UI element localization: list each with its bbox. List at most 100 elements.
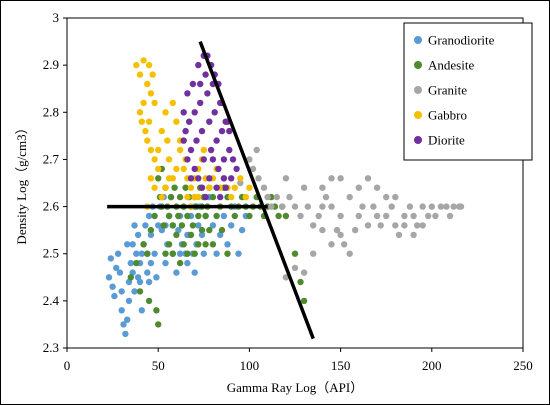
data-point-andesite-76: [206, 226, 213, 234]
data-point-diorite-31: [209, 156, 217, 163]
data-point-diorite-27: [195, 175, 202, 182]
data-point-diorite-37: [197, 80, 204, 88]
data-point-granite-69: [319, 184, 326, 191]
data-point-diorite-21: [218, 127, 226, 135]
legend-marker-granodiorite: [414, 36, 422, 44]
data-point-diorite-8: [195, 61, 202, 69]
data-point-andesite-60: [297, 278, 304, 286]
data-point-andesite-5: [145, 297, 153, 305]
data-point-andesite-56: [275, 212, 282, 220]
data-point-granite-24: [341, 241, 348, 248]
y-tick-label-3: 2.6: [43, 199, 60, 214]
data-point-granite-0: [237, 179, 244, 187]
data-point-diorite-23: [222, 184, 229, 191]
data-point-granodiorite-16: [134, 231, 142, 239]
data-point-granite-54: [310, 250, 317, 257]
data-point-andesite-67: [173, 231, 180, 239]
data-point-granite-12: [286, 193, 293, 201]
x-tick-label-0: 0: [64, 358, 71, 373]
data-point-gabbro-55: [165, 175, 173, 182]
data-point-diorite-36: [180, 137, 187, 144]
data-point-granodiorite-63: [235, 250, 242, 257]
data-point-gabbro-20: [165, 156, 173, 163]
data-point-granodiorite-0: [105, 274, 113, 281]
data-point-diorite-6: [191, 109, 198, 116]
data-point-granite-48: [450, 203, 457, 210]
data-point-granite-23: [337, 212, 344, 220]
data-point-granite-38: [406, 203, 414, 210]
y-tick-label-5: 2.8: [43, 104, 59, 119]
data-point-andesite-73: [195, 241, 202, 248]
data-point-diorite-48: [220, 175, 228, 182]
data-point-granodiorite-67: [111, 292, 118, 300]
data-point-gabbro-9: [136, 109, 144, 116]
data-point-granite-65: [410, 231, 417, 239]
legend-label-diorite: Diorite: [428, 133, 465, 148]
data-point-gabbro-58: [147, 175, 155, 182]
data-point-diorite-19: [215, 165, 222, 173]
data-point-granite-21: [328, 203, 335, 210]
data-point-granodiorite-28: [153, 274, 160, 281]
data-point-granite-2: [246, 156, 253, 163]
data-point-granodiorite-50: [195, 222, 202, 229]
y-tick-label-6: 2.9: [43, 57, 59, 72]
data-point-granodiorite-60: [224, 241, 231, 248]
x-axis-title: Gamma Ray Log（API）: [227, 380, 363, 395]
data-point-granodiorite-53: [200, 250, 207, 257]
data-point-granite-10: [279, 203, 286, 210]
data-point-andesite-6: [147, 226, 155, 234]
data-point-andesite-25: [184, 212, 191, 220]
data-point-gabbro-53: [158, 193, 165, 201]
data-point-granite-50: [457, 203, 465, 210]
data-point-granodiorite-11: [127, 259, 134, 267]
data-point-granite-67: [337, 175, 344, 182]
data-point-granodiorite-23: [144, 269, 151, 276]
data-point-granite-5: [255, 175, 262, 182]
data-point-granite-17: [310, 222, 317, 229]
y-axis-title: Density Log（g/cm3）: [14, 121, 29, 244]
data-point-granodiorite-12: [129, 241, 136, 248]
data-point-andesite-1: [133, 259, 140, 267]
data-point-diorite-25: [226, 146, 233, 154]
data-point-granite-52: [291, 264, 299, 272]
data-point-andesite-20: [175, 212, 182, 220]
legend-box: [403, 22, 533, 161]
data-point-diorite-29: [202, 193, 209, 201]
data-point-gabbro-40: [231, 184, 238, 191]
data-point-granite-61: [373, 184, 381, 191]
data-point-granite-43: [428, 203, 435, 210]
data-point-granodiorite-6: [120, 321, 127, 328]
data-point-gabbro-56: [155, 165, 162, 173]
data-point-andesite-38: [209, 193, 217, 201]
legend-marker-gabbro: [414, 111, 422, 119]
data-point-diorite-0: [180, 109, 187, 116]
data-point-granodiorite-76: [176, 250, 184, 257]
data-point-granite-30: [370, 203, 377, 210]
data-point-diorite-5: [189, 80, 197, 88]
data-point-granodiorite-15: [133, 250, 140, 257]
data-point-gabbro-17: [158, 127, 165, 135]
overlay-lines-layer: [107, 40, 315, 340]
data-point-granite-39: [410, 212, 417, 220]
data-point-gabbro-2: [140, 57, 147, 64]
data-point-granite-53: [300, 269, 308, 276]
data-point-granite-64: [401, 222, 408, 229]
data-point-granodiorite-66: [107, 255, 115, 262]
data-point-diorite-49: [217, 193, 224, 201]
data-point-diorite-3: [186, 118, 193, 125]
data-point-gabbro-42: [242, 193, 249, 201]
data-point-gabbro-13: [144, 137, 151, 144]
data-point-gabbro-12: [145, 118, 153, 125]
legend-marker-andesite: [414, 61, 422, 69]
data-point-diorite-15: [207, 146, 215, 154]
data-point-granodiorite-59: [220, 212, 228, 220]
data-point-granodiorite-52: [198, 231, 206, 239]
data-point-diorite-9: [197, 99, 204, 107]
data-point-andesite-16: [167, 193, 175, 201]
data-point-gabbro-1: [136, 71, 144, 78]
data-point-granite-16: [304, 203, 311, 210]
x-tick-label-4: 200: [422, 358, 442, 373]
data-point-andesite-71: [187, 231, 195, 239]
y-tick-label-1: 2.4: [43, 293, 60, 308]
